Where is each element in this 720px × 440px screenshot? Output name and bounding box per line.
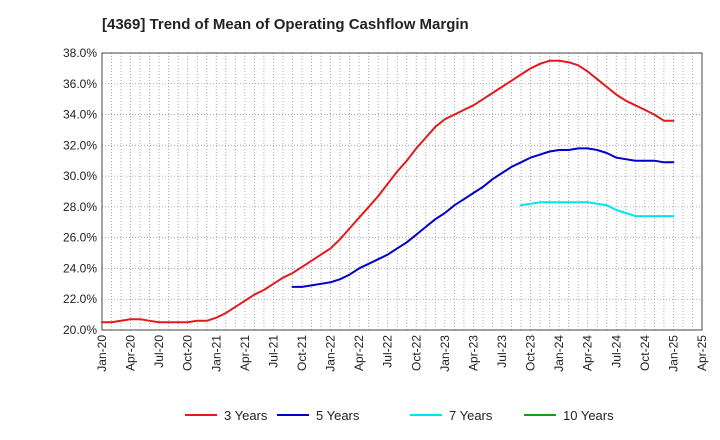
x-tick-label: Apr-20 [124,335,138,371]
plot-frame [101,52,703,331]
y-tick-label: 32.0% [63,138,97,152]
x-tick-label: Apr-24 [581,335,595,371]
x-tick-label: Oct-21 [295,335,309,371]
legend-label: 3 Years [224,408,268,423]
y-tick-label: 22.0% [63,292,97,306]
x-tick-label: Jan-22 [324,335,338,372]
x-tick-label: Jan-25 [666,335,680,372]
axes [101,52,703,331]
x-tick-label: Apr-23 [466,335,480,371]
y-tick-label: 34.0% [63,108,97,122]
y-tick-label: 30.0% [63,169,97,183]
x-tick-label: Jul-24 [609,335,623,368]
x-tick-label: Oct-23 [524,335,538,371]
x-tick-label: Jan-24 [552,335,566,372]
y-tick-label: 20.0% [63,323,97,337]
y-tick-label: 28.0% [63,200,97,214]
x-tick-label: Jul-22 [381,335,395,368]
y-tick-label: 36.0% [63,77,97,91]
x-tick-label: Jul-23 [495,335,509,368]
legend: 3 Years 5 Years 7 Years 10 Years [185,408,614,423]
y-tick-label: 26.0% [63,231,97,245]
y-tick-labels: 20.0% 22.0% 24.0% 26.0% 28.0% 30.0% 32.0% 34.0%… [63,46,97,337]
chart-title: [4369] Trend of Mean of Operating Cashfl… [102,16,469,33]
legend-label: 5 Years [316,408,360,423]
series-group [101,59,675,324]
x-tick-label: Oct-20 [181,335,195,371]
y-tick-label: 38.0% [63,46,97,60]
x-tick-label: Apr-21 [238,335,252,371]
x-tick-label: Jan-21 [209,335,223,372]
x-tick-label: Jul-21 [266,335,280,368]
legend-label: 7 Years [449,408,493,423]
x-tick-label: Jan-20 [95,335,109,372]
x-tick-label: Oct-22 [409,335,423,371]
series-line-7-years [520,201,675,218]
x-tick-label: Apr-25 [695,335,709,371]
x-tick-label: Jan-23 [438,335,452,372]
legend-label: 10 Years [563,408,614,423]
plot-area [102,53,702,330]
x-tick-label: Oct-24 [638,335,652,371]
y-tick-label: 24.0% [63,261,97,275]
series-line-3-years [101,59,675,324]
x-tick-label: Jul-20 [152,335,166,368]
x-tick-labels: Jan-20 Apr-20 Jul-20 Oct-20 Jan-21 Apr-21 Jul-… [95,335,709,372]
x-tick-label: Apr-22 [352,335,366,371]
series-line-5-years [291,147,675,288]
